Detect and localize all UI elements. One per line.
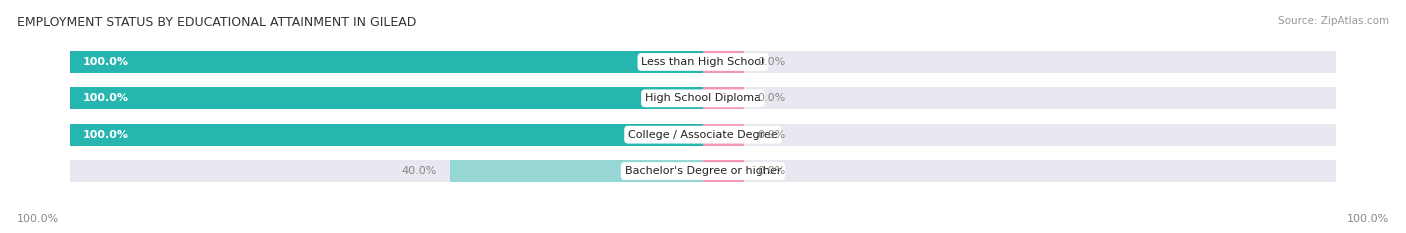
Text: 100.0%: 100.0% [83,130,129,140]
Text: 100.0%: 100.0% [1347,214,1389,224]
Text: 0.0%: 0.0% [756,57,785,67]
Bar [703,124,744,146]
Bar [703,87,1336,109]
Text: 0.0%: 0.0% [756,93,785,103]
Text: 0.0%: 0.0% [756,130,785,140]
Bar [70,51,703,73]
Text: College / Associate Degree: College / Associate Degree [628,130,778,140]
Bar [70,124,703,146]
Bar [703,160,1336,182]
Text: 40.0%: 40.0% [402,166,437,176]
Bar [70,124,703,146]
Text: 100.0%: 100.0% [83,57,129,67]
Text: Less than High School: Less than High School [641,57,765,67]
Bar [70,160,703,182]
Bar [703,160,744,182]
Text: Source: ZipAtlas.com: Source: ZipAtlas.com [1278,16,1389,26]
Text: EMPLOYMENT STATUS BY EDUCATIONAL ATTAINMENT IN GILEAD: EMPLOYMENT STATUS BY EDUCATIONAL ATTAINM… [17,16,416,29]
Text: Bachelor's Degree or higher: Bachelor's Degree or higher [624,166,782,176]
Bar [450,160,703,182]
Bar [703,51,1336,73]
Text: 100.0%: 100.0% [83,93,129,103]
Bar [703,124,1336,146]
Text: 100.0%: 100.0% [17,214,59,224]
Bar [703,51,744,73]
Text: High School Diploma: High School Diploma [645,93,761,103]
Bar [703,87,744,109]
Bar [70,87,703,109]
Bar [70,51,703,73]
Bar [70,87,703,109]
Text: 0.0%: 0.0% [756,166,785,176]
